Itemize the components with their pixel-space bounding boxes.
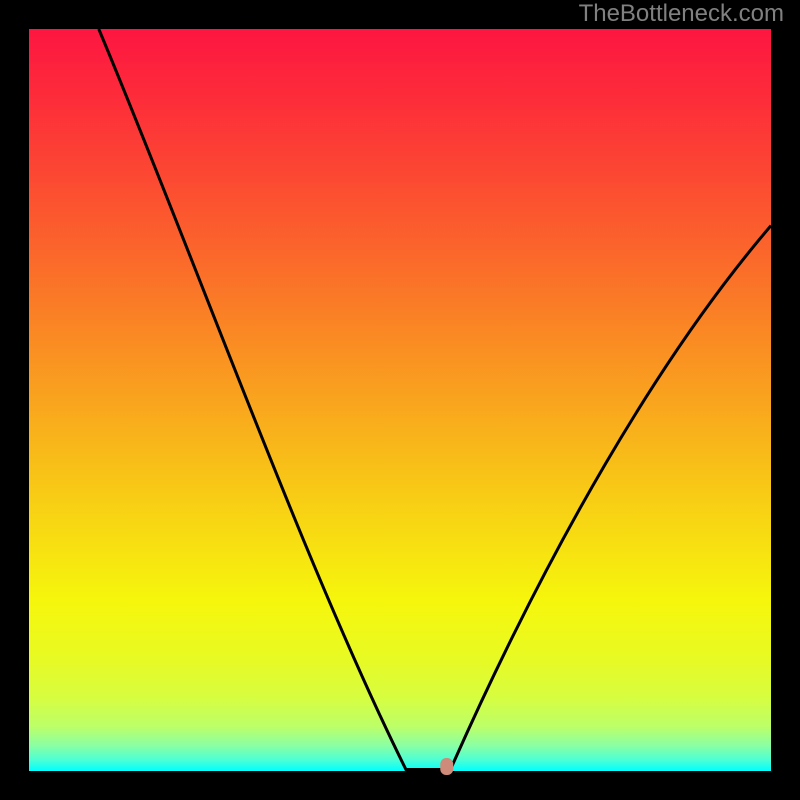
bottleneck-chart	[0, 0, 800, 800]
plot-area	[29, 29, 771, 771]
optimal-point-marker	[440, 758, 453, 775]
watermark-text: TheBottleneck.com	[579, 0, 784, 28]
